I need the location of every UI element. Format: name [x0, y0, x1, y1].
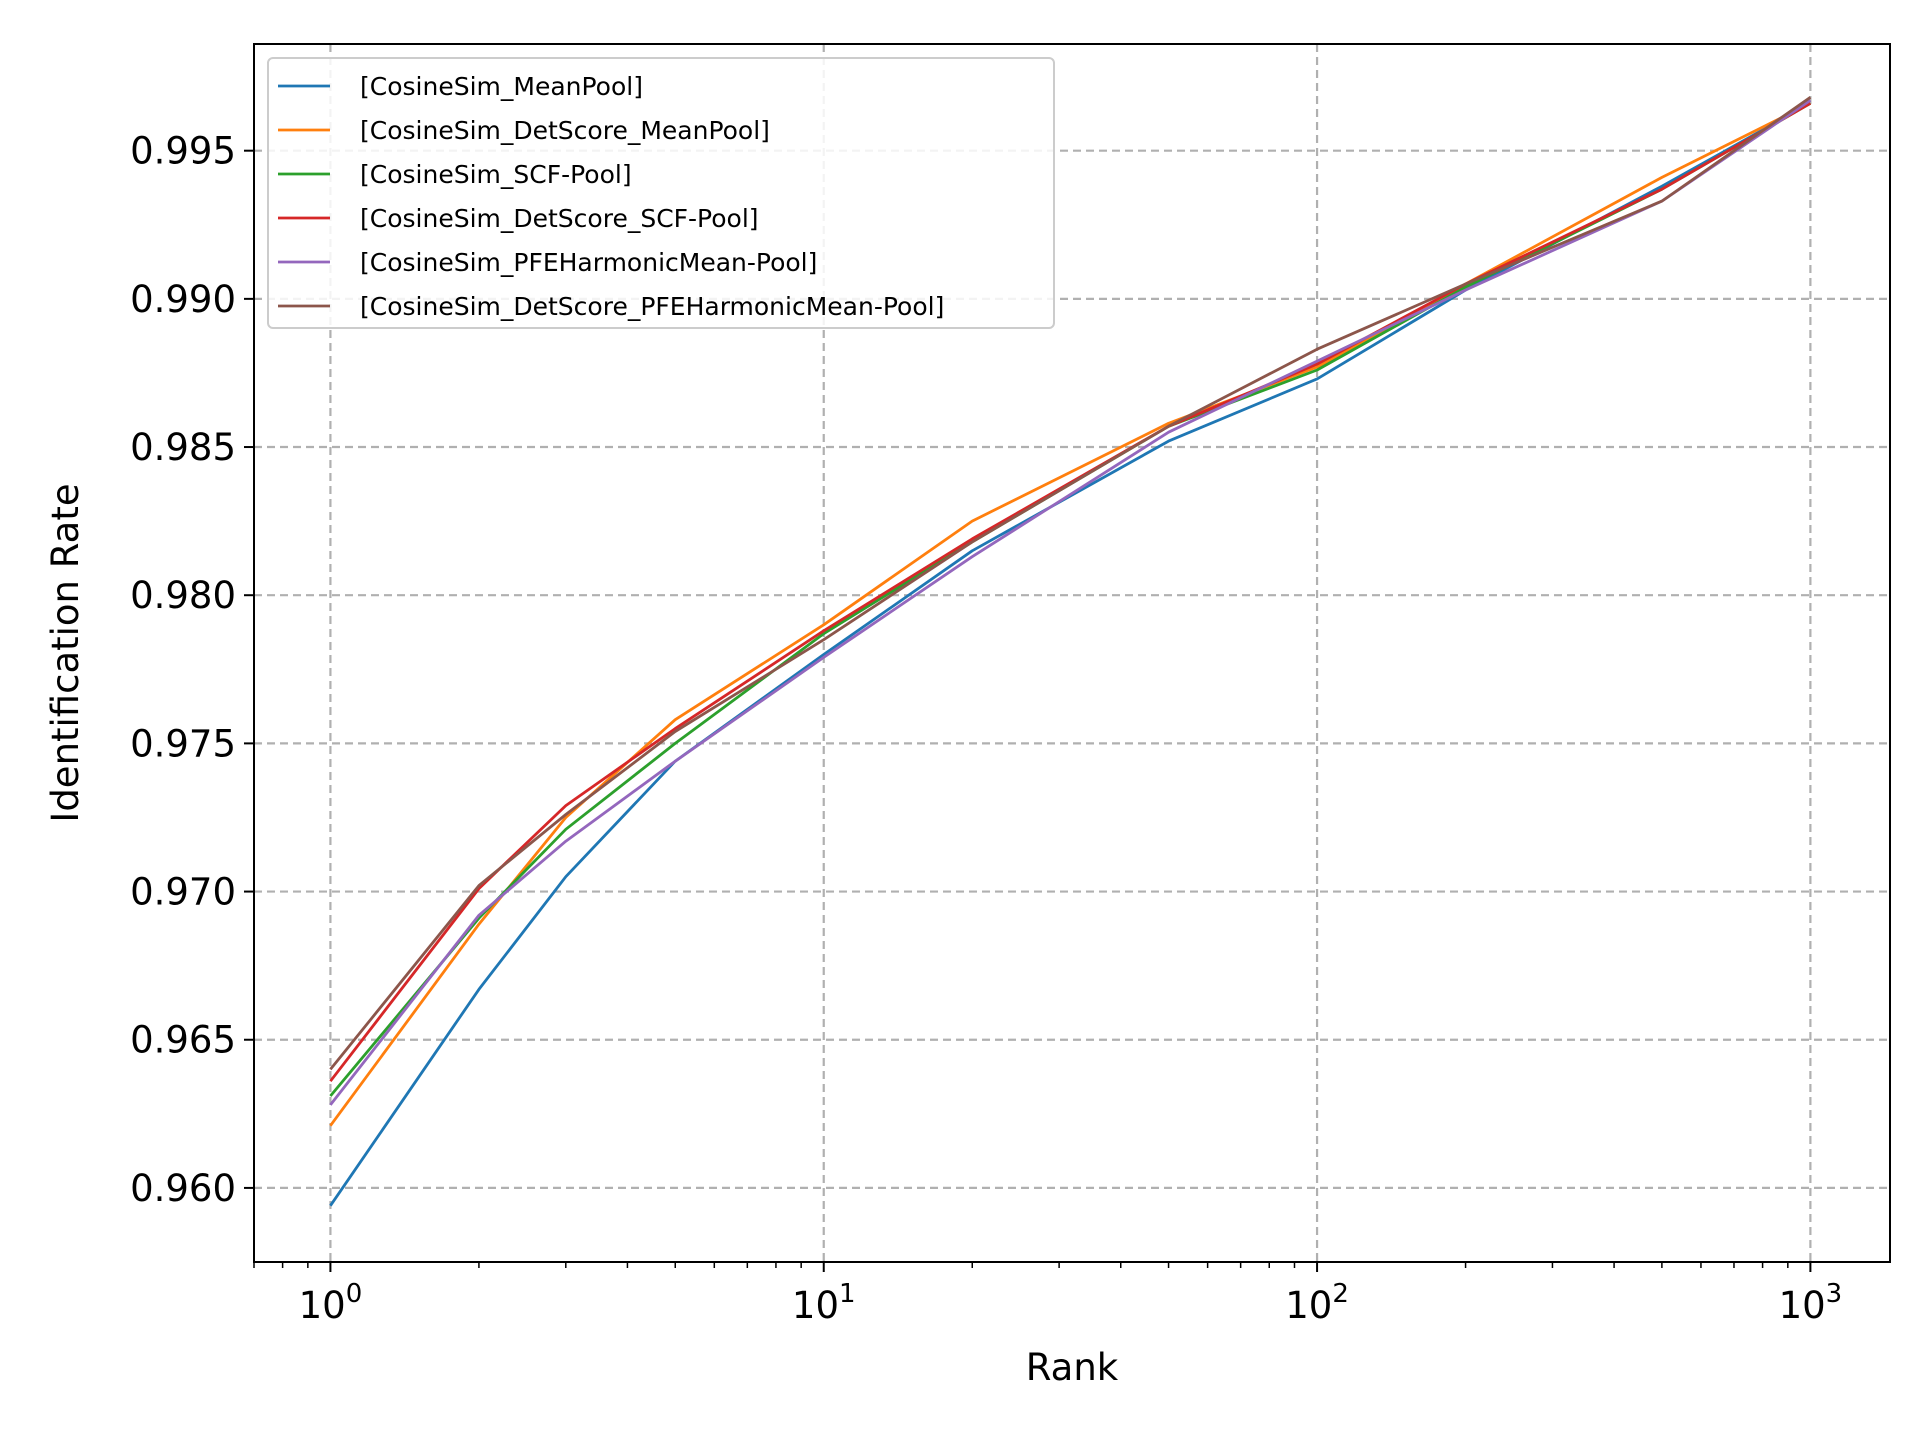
tick-labels: 0.960 0.965 0.970 0.975 0.980 0.985 0.990 0.995…: [130, 130, 1842, 1327]
x-tick-label: 102: [1285, 1279, 1349, 1327]
legend: [CosineSim_MeanPool] [CosineSim_DetScore_…: [267, 57, 1055, 329]
legend-label: [CosineSim_DetScore_SCF-Pool]: [360, 204, 759, 233]
series-line: [329, 102, 1812, 1127]
series-line: [329, 96, 1812, 1071]
y-tick-label: 0.995: [130, 130, 236, 173]
y-tick-label: 0.970: [130, 871, 236, 914]
y-tick-label: 0.975: [130, 722, 236, 765]
series-line: [329, 99, 1812, 1106]
y-tick-label: 0.965: [130, 1019, 236, 1062]
legend-label: [CosineSim_DetScore_PFEHarmonicMean-Pool…: [360, 292, 944, 321]
series-line: [329, 102, 1812, 1083]
legend-label: [CosineSim_DetScore_MeanPool]: [360, 116, 770, 145]
legend-label: [CosineSim_PFEHarmonicMean-Pool]: [360, 248, 817, 277]
legend-label: [CosineSim_MeanPool]: [360, 72, 643, 101]
y-tick-label: 0.985: [130, 426, 236, 469]
x-axis-title: Rank: [1026, 1346, 1119, 1389]
y-tick-label: 0.960: [130, 1167, 236, 1210]
x-tick-label: 101: [792, 1279, 856, 1327]
x-tick-label: 103: [1779, 1279, 1843, 1327]
plot-frame: [253, 43, 1891, 1263]
y-axis-title: Identification Rate: [44, 483, 87, 822]
x-tick-label: 100: [299, 1279, 363, 1327]
legend-box: [267, 57, 1055, 329]
y-tick-label: 0.990: [130, 278, 236, 321]
legend-label: [CosineSim_SCF-Pool]: [360, 160, 632, 189]
y-tick-label: 0.980: [130, 574, 236, 617]
axis-ticks: [244, 149, 1812, 1272]
series-lines: [329, 96, 1812, 1207]
